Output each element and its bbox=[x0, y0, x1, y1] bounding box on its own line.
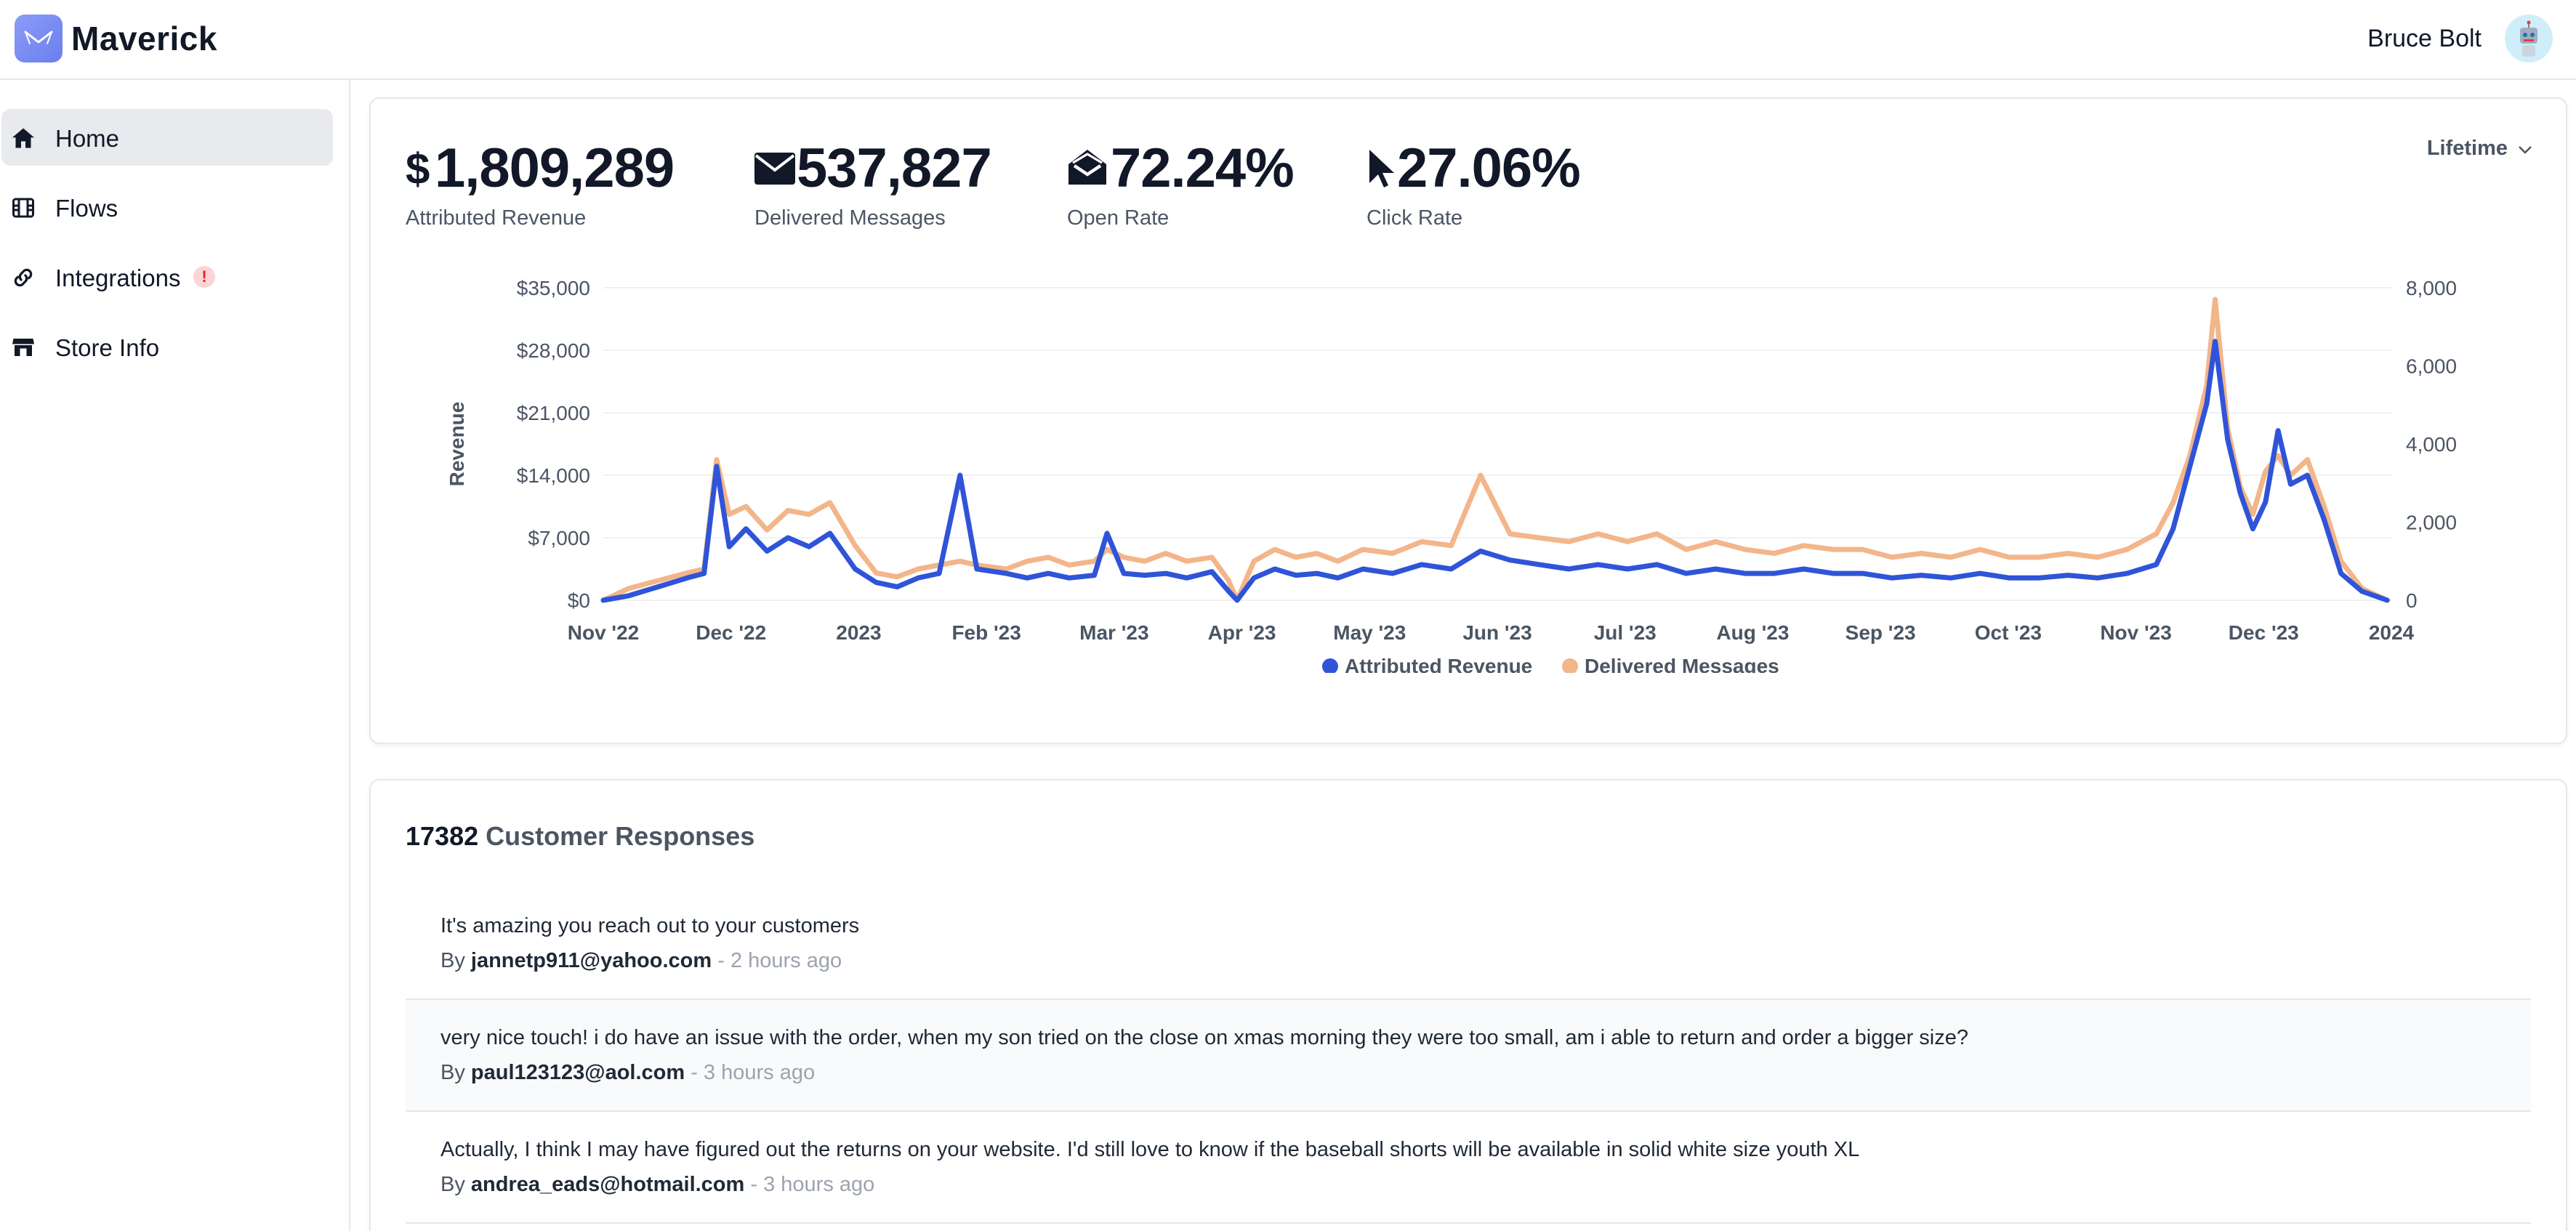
x-tick-label: Jun '23 bbox=[1462, 621, 1531, 644]
sidebar-item-store-info[interactable]: Store Info bbox=[1, 318, 333, 375]
series-line-revenue bbox=[600, 339, 2390, 603]
sidebar-item-label: Store Info bbox=[55, 334, 160, 361]
legend-marker-messages bbox=[1562, 658, 1578, 673]
stat-label: Click Rate bbox=[1367, 206, 1463, 230]
x-tick-label: Nov '22 bbox=[568, 621, 639, 644]
response-text: It's amazing you reach out to your custo… bbox=[440, 914, 860, 937]
x-tick-label: Jul '23 bbox=[1594, 621, 1657, 644]
x-tick-label: Nov '23 bbox=[2100, 621, 2171, 644]
logo-icon bbox=[24, 31, 53, 44]
response-meta: By andrea_eads@hotmail.com - 3 hours ago bbox=[440, 1173, 874, 1197]
by-label: By bbox=[440, 949, 465, 972]
response-time: - 3 hours ago bbox=[691, 1061, 816, 1084]
logo[interactable] bbox=[15, 15, 63, 62]
series-line-messages bbox=[600, 296, 2390, 603]
y-right-tick-label: 0 bbox=[2406, 589, 2418, 612]
top-header: Maverick Bruce Bolt bbox=[0, 0, 2576, 80]
x-tick-label: May '23 bbox=[1333, 621, 1406, 644]
response-meta: By paul123123@aol.com - 3 hours ago bbox=[440, 1061, 815, 1085]
envelope-icon bbox=[754, 153, 795, 185]
response-text: very nice touch! i do have an issue with… bbox=[440, 1026, 1968, 1049]
legend-label-revenue: Attributed Revenue bbox=[1345, 655, 1532, 673]
x-tick-label: Mar '23 bbox=[1079, 621, 1148, 644]
responses-label: Customer Responses bbox=[486, 821, 755, 851]
x-tick-label: 2023 bbox=[836, 621, 881, 644]
response-author[interactable]: jannetp911@yahoo.com bbox=[470, 949, 712, 972]
by-label: By bbox=[440, 1061, 465, 1084]
home-icon bbox=[12, 128, 34, 148]
x-tick-label: Sep '23 bbox=[1846, 621, 1916, 644]
envelope-open-icon bbox=[1068, 150, 1106, 185]
stat-label: Open Rate bbox=[1067, 206, 1170, 230]
by-label: By bbox=[440, 1173, 465, 1196]
film-icon bbox=[12, 198, 34, 218]
y-left-tick-label: $35,000 bbox=[517, 277, 590, 299]
sidebar-item-integrations[interactable]: Integrations ! bbox=[1, 249, 333, 305]
x-tick-label: Dec '23 bbox=[2229, 621, 2299, 644]
list-item[interactable]: Actually, I think I may have figured out… bbox=[406, 1112, 2531, 1224]
responses-count: 17382 bbox=[406, 821, 479, 851]
y-left-tick-label: $14,000 bbox=[517, 464, 590, 487]
robot-avatar-icon bbox=[2520, 20, 2537, 57]
dollar-icon: $ bbox=[406, 145, 430, 193]
link-icon bbox=[14, 268, 33, 287]
user-name[interactable]: Bruce Bolt bbox=[2367, 25, 2482, 52]
revenue-messages-chart: $0 $7,000 $14,000 $21,000 $28,000 $35,000 0 2,0… bbox=[446, 277, 2457, 673]
x-tick-label: Apr '23 bbox=[1208, 621, 1276, 644]
x-tick-label: 2024 bbox=[2369, 621, 2415, 644]
y-left-tick-label: $0 bbox=[568, 589, 590, 612]
range-label: Lifetime bbox=[2426, 137, 2508, 160]
legend-label-messages: Delivered Messages bbox=[1585, 655, 1779, 673]
sidebar-item-home[interactable]: Home bbox=[1, 109, 333, 166]
response-time: - 2 hours ago bbox=[717, 949, 842, 972]
x-tick-label: Dec '22 bbox=[696, 621, 766, 644]
y-right-tick-label: 6,000 bbox=[2406, 355, 2457, 378]
response-text: Actually, I think I may have figured out… bbox=[440, 1138, 1860, 1161]
y-left-tick-label: $21,000 bbox=[517, 402, 590, 424]
store-icon bbox=[12, 339, 34, 356]
response-time: - 3 hours ago bbox=[750, 1173, 875, 1196]
sidebar-item-flows[interactable]: Flows bbox=[1, 179, 333, 235]
stats-card: $ 1,809,289 Attributed Revenue 537,827 D… bbox=[369, 97, 2567, 744]
sidebar-item-label: Flows bbox=[55, 195, 118, 222]
stat-value: 27.06% bbox=[1397, 137, 1581, 199]
avatar[interactable] bbox=[2505, 15, 2553, 62]
response-author[interactable]: andrea_eads@hotmail.com bbox=[470, 1173, 745, 1196]
stat-value: 1,809,289 bbox=[435, 137, 675, 199]
stat-label: Attributed Revenue bbox=[406, 206, 587, 230]
stat-label: Delivered Messages bbox=[754, 206, 946, 230]
list-item[interactable]: very nice touch! i do have an issue with… bbox=[406, 1000, 2531, 1112]
y-left-tick-label: $7,000 bbox=[528, 527, 590, 549]
sidebar-item-label: Home bbox=[55, 125, 120, 152]
sidebar-item-label: Integrations bbox=[55, 265, 181, 291]
y-left-axis-title: Revenue bbox=[446, 402, 468, 487]
x-tick-label: Oct '23 bbox=[1975, 621, 2042, 644]
responses-card: 17382 Customer Responses It's amazing yo… bbox=[369, 779, 2567, 1231]
y-right-tick-label: 2,000 bbox=[2406, 512, 2457, 534]
chevron-down-icon bbox=[2518, 137, 2532, 161]
brand-name: Maverick bbox=[71, 20, 217, 57]
y-right-tick-label: 4,000 bbox=[2406, 433, 2457, 456]
list-item[interactable]: It's amazing you reach out to your custo… bbox=[406, 888, 2531, 1000]
sidebar: Home Flows Integrations ! Store Info bbox=[0, 80, 350, 1231]
legend-marker-revenue bbox=[1322, 658, 1338, 673]
stat-value: 72.24% bbox=[1111, 137, 1295, 199]
responses-header: 17382 Customer Responses bbox=[406, 821, 754, 852]
alert-badge: ! bbox=[193, 266, 215, 288]
y-left-tick-label: $28,000 bbox=[517, 339, 590, 362]
y-right-tick-label: 8,000 bbox=[2406, 277, 2457, 299]
stat-value: 537,827 bbox=[797, 137, 992, 199]
range-dropdown[interactable]: Lifetime bbox=[2427, 137, 2532, 161]
response-meta: By jannetp911@yahoo.com - 2 hours ago bbox=[440, 949, 842, 973]
response-author[interactable]: paul123123@aol.com bbox=[470, 1061, 685, 1084]
x-tick-label: Aug '23 bbox=[1716, 621, 1789, 644]
x-tick-label: Feb '23 bbox=[951, 621, 1021, 644]
cursor-icon bbox=[1369, 150, 1394, 187]
